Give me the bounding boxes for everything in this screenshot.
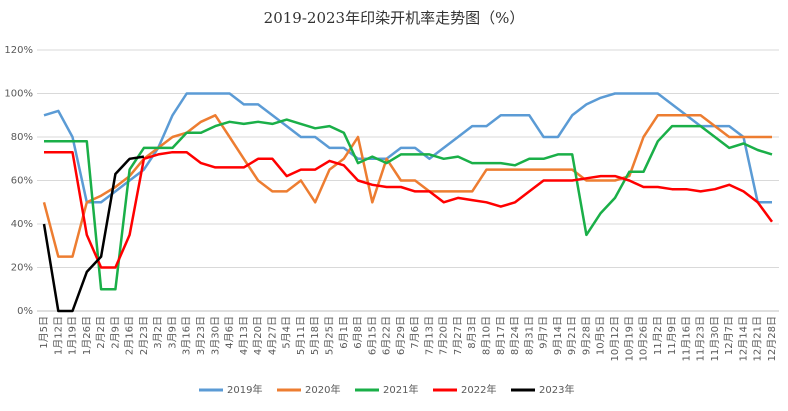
x-tick-label: 10月26日 — [638, 316, 650, 361]
x-tick-label: 10月5日 — [595, 316, 607, 355]
legend-label: 2019年 — [227, 383, 262, 396]
x-tick-label: 6月29日 — [395, 316, 407, 355]
x-tick-label: 9月7日 — [538, 316, 550, 349]
y-tick-label: 100% — [4, 89, 33, 100]
x-tick-label: 12月21日 — [752, 316, 764, 361]
y-tick-label: 20% — [11, 263, 33, 274]
x-tick-label: 12月7日 — [723, 316, 735, 355]
x-tick-label: 7月27日 — [452, 316, 464, 355]
x-tick-label: 12月28日 — [766, 316, 778, 361]
x-tick-label: 10月12日 — [609, 316, 621, 361]
x-tick-label: 11月2日 — [652, 316, 664, 355]
x-tick-label: 6月15日 — [366, 316, 378, 355]
legend-label: 2021年 — [383, 383, 418, 396]
x-tick-label: 8月31日 — [523, 316, 535, 355]
x-tick-label: 6月1日 — [338, 316, 350, 349]
x-tick-label: 4月13日 — [238, 316, 250, 355]
series-line — [44, 150, 774, 269]
y-tick-label: 60% — [11, 176, 33, 187]
x-tick-label: 8月3日 — [466, 316, 478, 349]
x-tick-label: 1月12日 — [52, 316, 64, 355]
legend-label: 2020年 — [305, 383, 340, 396]
series-line — [42, 155, 145, 313]
x-tick-label: 10月19日 — [623, 316, 635, 361]
x-tick-label: 9月14日 — [552, 316, 564, 355]
x-tick-label: 11月9日 — [666, 316, 678, 355]
x-tick-label: 3月30日 — [209, 316, 221, 355]
x-tick-label: 11月30日 — [709, 316, 721, 361]
x-tick-label: 8月17日 — [495, 316, 507, 355]
x-tick-label: 5月25日 — [323, 316, 335, 355]
x-tick-label: 3月23日 — [195, 316, 207, 355]
chart-title: 2019-2023年印染开机率走势图（%） — [264, 9, 525, 27]
x-tick-label: 12月14日 — [737, 316, 749, 361]
x-tick-label: 1月19日 — [67, 316, 79, 355]
x-tick-label: 2月9日 — [109, 316, 121, 349]
x-tick-label: 7月6日 — [409, 316, 421, 349]
series-line — [42, 114, 772, 258]
x-tick-label: 4月27日 — [266, 316, 278, 355]
x-tick-label: 2月23日 — [138, 316, 150, 355]
x-tick-label: 3月16日 — [181, 316, 193, 355]
series-line — [43, 92, 772, 204]
x-tick-label: 1月26日 — [81, 316, 93, 355]
x-tick-label: 4月20日 — [252, 316, 264, 355]
x-tick-label: 6月22日 — [381, 316, 393, 355]
x-tick-label: 11月23日 — [695, 316, 707, 361]
y-tick-label: 80% — [11, 132, 33, 143]
x-tick-label: 5月18日 — [309, 316, 321, 355]
x-tick-label: 5月11日 — [295, 316, 307, 355]
x-tick-label: 5月4日 — [281, 316, 293, 349]
x-tick-label: 9月28日 — [580, 316, 592, 355]
y-tick-label: 0% — [17, 306, 33, 317]
x-tick-label: 3月2日 — [152, 316, 164, 349]
x-tick-label: 2月2日 — [95, 316, 107, 349]
x-tick-label: 8月10日 — [481, 316, 493, 355]
x-tick-label: 9月21日 — [566, 316, 578, 355]
x-tick-label: 8月24日 — [509, 316, 521, 355]
x-tick-label: 1月5日 — [38, 316, 50, 349]
legend-label: 2022年 — [461, 383, 496, 396]
x-tick-label: 2月16日 — [124, 316, 136, 355]
x-tick-label: 6月8日 — [352, 316, 364, 349]
series-line — [44, 118, 773, 291]
y-tick-label: 120% — [4, 45, 33, 56]
legend-label: 2023年 — [539, 383, 574, 396]
x-tick-label: 4月6日 — [224, 316, 236, 349]
x-tick-label: 7月13日 — [423, 316, 435, 355]
y-tick-label: 40% — [11, 219, 33, 230]
x-tick-label: 11月16日 — [680, 316, 692, 361]
x-tick-label: 7月20日 — [438, 316, 450, 355]
x-tick-label: 3月9日 — [166, 316, 178, 349]
